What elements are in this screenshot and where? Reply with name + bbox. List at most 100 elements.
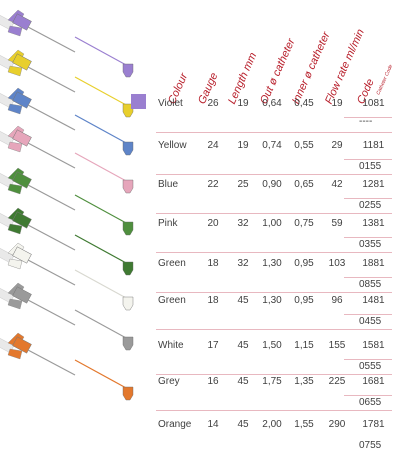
cell-inner: 1,15 xyxy=(294,340,314,351)
row-divider-small xyxy=(344,395,392,396)
cell-out: 1,00 xyxy=(262,218,282,229)
iv-cannula-violet-icon xyxy=(0,9,134,78)
row-divider xyxy=(156,252,392,253)
cell-code2: 0655 xyxy=(359,397,382,408)
cell-out: 1,75 xyxy=(262,376,282,387)
cell-colour_name: Green xyxy=(158,295,186,306)
row-divider-small xyxy=(344,198,392,199)
cell-gauge: 18 xyxy=(207,295,219,306)
cell-code2: 0855 xyxy=(359,279,382,290)
row-divider xyxy=(156,292,392,293)
cell-gauge: 24 xyxy=(207,140,219,151)
cell-colour_name: Yellow xyxy=(158,140,187,151)
cell-inner: 1,55 xyxy=(294,419,314,430)
cell-length: 19 xyxy=(237,140,249,151)
row-divider-small xyxy=(344,314,392,315)
cell-colour_name: Pink xyxy=(158,218,178,229)
cell-code1: 1181 xyxy=(362,140,385,151)
cell-length: 25 xyxy=(237,179,249,190)
cell-colour_name: White xyxy=(158,340,184,351)
cell-inner: 0,95 xyxy=(294,258,314,269)
cell-length: 45 xyxy=(237,419,249,430)
iv-cannula-grey-icon xyxy=(0,282,134,351)
cell-length: 19 xyxy=(237,98,249,109)
cell-code1: 1781 xyxy=(362,419,385,430)
cell-flow: 225 xyxy=(328,376,346,387)
cell-code1: 1681 xyxy=(362,376,385,387)
cell-inner: 0,95 xyxy=(294,295,314,306)
cell-gauge: 16 xyxy=(207,376,219,387)
cell-colour_name: Blue xyxy=(158,179,179,190)
cell-out: 0,74 xyxy=(262,140,282,151)
cell-flow: 19 xyxy=(331,98,343,109)
row-divider xyxy=(156,213,392,214)
cell-flow: 29 xyxy=(331,140,343,151)
cell-inner: 0,75 xyxy=(294,218,314,229)
cell-length: 45 xyxy=(237,295,249,306)
cell-out: 1,50 xyxy=(262,340,282,351)
cell-code2: ---- xyxy=(359,116,373,127)
cell-code1: 1381 xyxy=(362,218,385,229)
cell-code1: 1281 xyxy=(362,179,385,190)
iv-cannula-pink-icon xyxy=(0,125,134,194)
violet-swatch xyxy=(131,94,146,109)
cell-code2: 0455 xyxy=(359,316,382,327)
cell-out: 0,64 xyxy=(262,98,282,109)
row-divider xyxy=(156,329,392,330)
cell-code2: 0155 xyxy=(359,161,382,172)
cell-code2: 0355 xyxy=(359,239,382,250)
row-divider xyxy=(156,410,392,411)
cell-out: 0,90 xyxy=(262,179,282,190)
cell-code2: 0255 xyxy=(359,200,382,211)
cell-code2: 0555 xyxy=(359,361,382,372)
cell-inner: 0,45 xyxy=(294,98,314,109)
cell-gauge: 26 xyxy=(207,98,219,109)
cell-colour_name: Orange xyxy=(158,419,192,430)
cell-gauge: 18 xyxy=(207,258,219,269)
cell-code1: 1581 xyxy=(362,340,385,351)
row-divider-small xyxy=(344,159,392,160)
cell-code2: 0755 xyxy=(359,440,382,451)
row-divider-small xyxy=(344,359,392,360)
cell-inner: 0,55 xyxy=(294,140,314,151)
row-divider-small xyxy=(344,277,392,278)
cell-gauge: 17 xyxy=(207,340,219,351)
cell-gauge: 22 xyxy=(207,179,219,190)
cell-inner: 1,35 xyxy=(294,376,314,387)
iv-cannula-yellow-icon xyxy=(0,49,134,118)
cell-code1: 1081 xyxy=(362,98,385,109)
cell-gauge: 20 xyxy=(207,218,219,229)
iv-cannula-blue-icon xyxy=(0,87,134,156)
cell-flow: 59 xyxy=(331,218,343,229)
row-divider-small xyxy=(344,237,392,238)
row-divider-small xyxy=(344,117,392,118)
cell-code1: 1881 xyxy=(362,258,385,269)
cell-colour_name: Green xyxy=(158,258,186,269)
cell-flow: 103 xyxy=(328,258,346,269)
cell-out: 1,30 xyxy=(262,258,282,269)
cell-flow: 290 xyxy=(328,419,346,430)
row-divider xyxy=(156,174,392,175)
cell-length: 45 xyxy=(237,340,249,351)
cell-length: 32 xyxy=(237,218,249,229)
row-divider xyxy=(156,132,392,133)
iv-cannula-green-icon xyxy=(0,167,134,236)
cell-length: 32 xyxy=(237,258,249,269)
cell-flow: 155 xyxy=(328,340,346,351)
cell-flow: 42 xyxy=(331,179,343,190)
cell-out: 2,00 xyxy=(262,419,282,430)
cell-gauge: 14 xyxy=(207,419,219,430)
iv-cannula-white-icon xyxy=(0,242,134,311)
cell-colour_name: Grey xyxy=(158,376,180,387)
cell-colour_name: Violet xyxy=(158,98,183,109)
cell-inner: 0,65 xyxy=(294,179,314,190)
cell-code1: 1481 xyxy=(362,295,385,306)
row-divider xyxy=(156,374,392,375)
iv-cannula-orange-icon xyxy=(0,332,134,401)
iv-cannula-green-long-icon xyxy=(0,207,134,276)
cell-length: 45 xyxy=(237,376,249,387)
cell-out: 1,30 xyxy=(262,295,282,306)
cell-flow: 96 xyxy=(331,295,343,306)
